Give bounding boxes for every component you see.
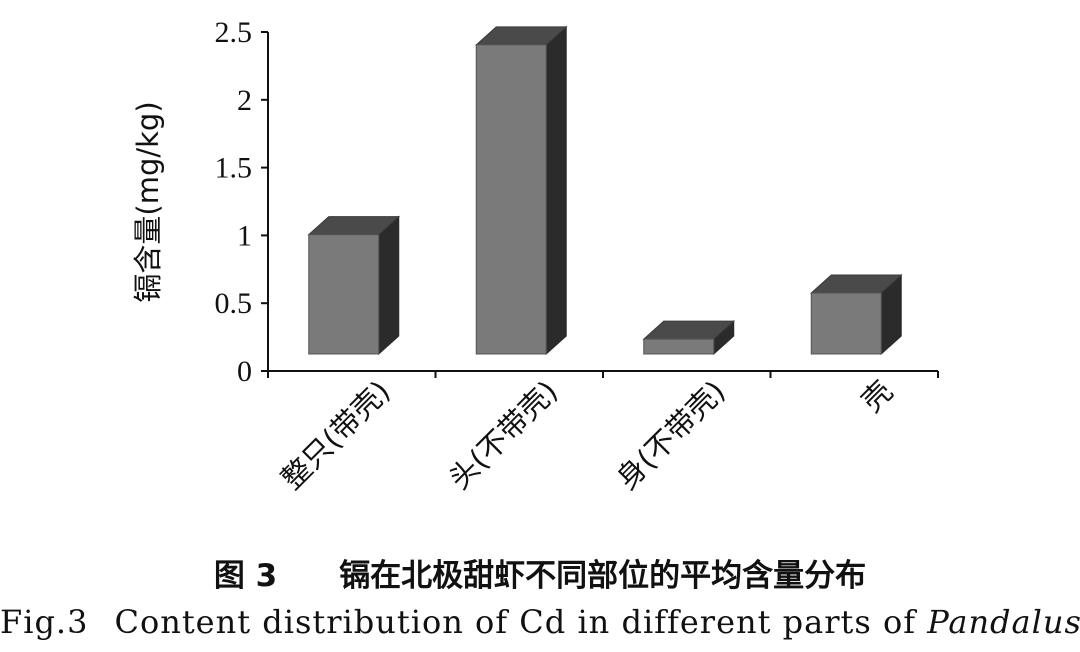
y-axis-label: 镉含量(mg/kg) bbox=[131, 101, 165, 302]
y-tick-label: 1.5 bbox=[215, 152, 253, 185]
bar-front-face bbox=[810, 292, 882, 355]
bars-group bbox=[307, 25, 903, 356]
figure-caption-chinese: 图 3 镉在北极甜虾不同部位的平均含量分布 bbox=[0, 550, 1080, 595]
figure-caption-english: Fig.3 Content distribution of Cd in diffe… bbox=[0, 603, 1080, 641]
bar-front-face bbox=[308, 234, 380, 355]
y-tick-label: 2.5 bbox=[215, 16, 253, 49]
caption-cn-text: 镉在北极甜虾不同部位的平均含量分布 bbox=[339, 558, 867, 594]
bar-side-face bbox=[545, 25, 567, 356]
bar bbox=[642, 319, 736, 356]
x-category-label: 身(不带壳) bbox=[610, 374, 732, 496]
bar-side-face bbox=[378, 215, 400, 356]
bar bbox=[809, 273, 903, 356]
bar bbox=[307, 215, 401, 356]
bar-front-face bbox=[643, 338, 715, 355]
caption-cn-figure-number: 图 3 bbox=[213, 558, 278, 594]
bar bbox=[474, 25, 568, 356]
axes-group bbox=[261, 31, 939, 378]
caption-en-species: Pandalus bbox=[927, 603, 1080, 641]
y-tick-label: 0 bbox=[237, 355, 252, 388]
caption-en-figure-number: Fig.3 bbox=[0, 603, 89, 641]
x-category-label: 头(不带壳) bbox=[442, 374, 564, 496]
y-tick-label: 2 bbox=[237, 84, 252, 117]
y-tick-label: 1 bbox=[237, 219, 252, 252]
bar-chart: 0 0.5 1 1.5 2 2.5 整只(带壳) 头(不带壳) 身(不带壳) 壳 镉含量(mg/k… bbox=[131, 16, 939, 496]
x-category-label: 壳 bbox=[855, 374, 900, 419]
x-category-label: 整只(带壳) bbox=[275, 374, 397, 496]
bar-front-face bbox=[475, 44, 547, 355]
y-tick-label: 0.5 bbox=[215, 287, 253, 320]
caption-en-text: Content distribution of Cd in different … bbox=[114, 603, 917, 641]
